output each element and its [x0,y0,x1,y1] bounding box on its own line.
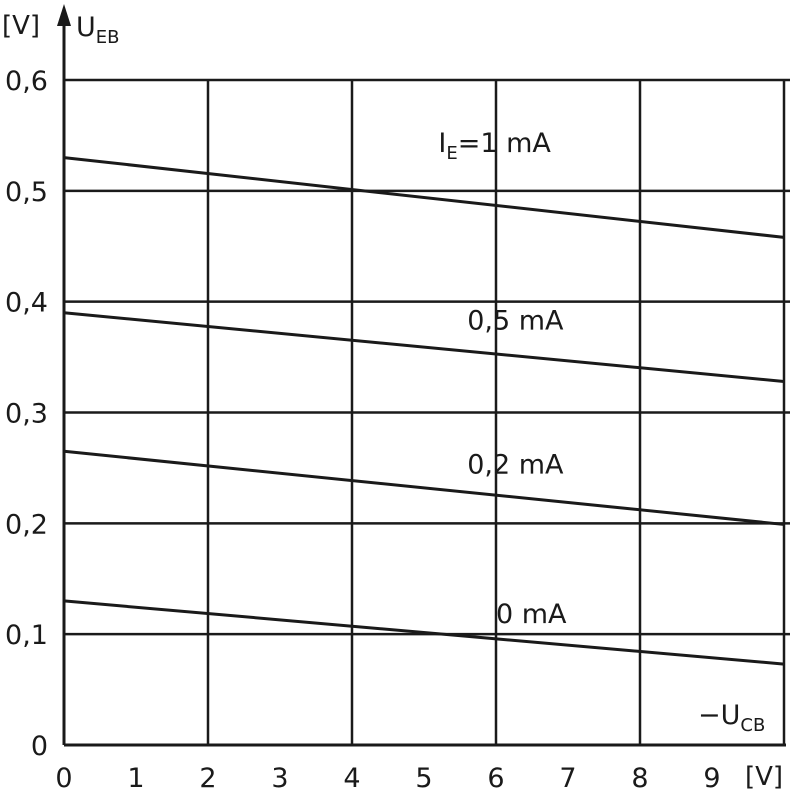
x-tick-label: 5 [415,763,432,794]
x-axis-sign: − [698,700,721,731]
x-tick-label: 7 [559,763,576,794]
y-tick-label: 0,6 [5,66,48,97]
series-label-0ma: 0 mA [496,599,567,630]
y-axis-subscript: EB [96,27,120,48]
y-tick-label: 0,2 [5,509,48,540]
x-axis-subscript: CB [740,715,765,736]
series-label-1ma-symbol: I [438,128,446,159]
y-tick-label: 0,4 [5,288,48,319]
axes [57,4,786,747]
series-line-0 [63,156,785,239]
x-tick-label: 8 [631,763,648,794]
x-tick-label: 6 [487,763,504,794]
y-axis-arrow [57,4,71,26]
x-tick-label: 3 [271,763,288,794]
y-axis-unit: [V] [2,11,40,41]
grid [64,78,790,745]
y-axis-label: UEB [76,12,120,48]
x-tick-label: 9 [703,763,720,794]
x-tick-label: 2 [199,763,216,794]
series-label-1ma-rest: =1 mA [458,128,552,159]
x-axis-label: −UCB [698,700,765,736]
series-line-3 [63,599,785,666]
y-tick-label: 0,1 [5,620,48,651]
x-axis-symbol: U [721,700,741,731]
x-tick-label: 4 [343,763,360,794]
y-tick-label: 0,5 [5,177,48,208]
series-label-0-2ma: 0,2 mA [467,449,564,480]
y-tick-label: 0,3 [5,399,48,430]
series-line-1 [63,311,785,383]
series-label-0-5ma: 0,5 mA [467,305,564,336]
series-label-1ma: IE=1 mA [438,128,551,164]
x-axis-unit: [V] [745,762,783,792]
tick-labels: 0 1 2 3 4 5 6 7 8 9 0,6 0,5 0,4 0,3 0,2 0,1 0 [5,66,721,794]
y-tick-label: 0 [31,731,48,762]
y-axis-symbol: U [76,12,96,43]
series-group [63,156,785,666]
x-tick-label: 0 [55,763,72,794]
series-line-2 [63,449,785,526]
series-label-1ma-subscript: E [446,143,457,164]
x-tick-label: 1 [127,763,144,794]
